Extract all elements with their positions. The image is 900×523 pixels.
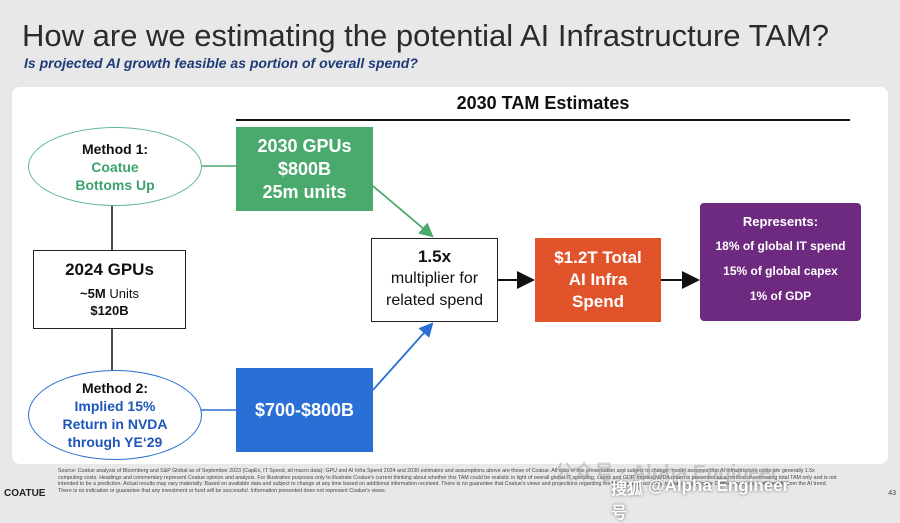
gpu2024-title: 2024 GPUs bbox=[65, 260, 154, 279]
total-line2: AI Infra bbox=[568, 270, 628, 289]
total-spend-box: $1.2T Total AI Infra Spend bbox=[535, 238, 661, 322]
total-line1: $1.2T Total bbox=[554, 248, 642, 267]
gpu2030-box: 2030 GPUs $800B 25m units bbox=[236, 127, 373, 211]
connector-lines bbox=[111, 165, 700, 411]
tam-estimates-header: 2030 TAM Estimates bbox=[456, 93, 630, 113]
method2-title: Method 2: bbox=[81, 380, 149, 396]
gpu2024-units-number: ~5M bbox=[80, 286, 106, 301]
represents-item-capex: 15% of global capex bbox=[723, 264, 838, 278]
method1-oval: Method 1: Coatue Bottoms Up bbox=[28, 127, 202, 206]
method2-line3: through YE‘29 bbox=[67, 434, 163, 450]
multiplier-value: 1.5x bbox=[417, 247, 452, 266]
watermark-text: @Alpha Engineer bbox=[648, 476, 790, 495]
tam-header-underline bbox=[236, 119, 850, 121]
represents-item-gdp: 1% of GDP bbox=[749, 289, 812, 303]
page-number: 43 bbox=[888, 490, 896, 497]
multiplier-line2: related spend bbox=[386, 292, 483, 309]
blue-to-multiplier-arrow bbox=[372, 322, 434, 391]
method2-oval: Method 2: Implied 15% Return in NVDA thr… bbox=[28, 370, 202, 460]
gpu2024-units-word: Units bbox=[109, 286, 139, 301]
brand-logo: COATUE bbox=[4, 488, 46, 499]
total-line3: Spend bbox=[572, 292, 624, 311]
page-subtitle: Is projected AI growth feasible as porti… bbox=[24, 55, 418, 71]
method2-value-box: $700-$800B bbox=[236, 368, 373, 452]
method2-value: $700-$800B bbox=[254, 399, 355, 420]
watermark-faint-text: 公众号 · Alpha Engineer bbox=[554, 462, 779, 484]
method1-title: Method 1: bbox=[81, 140, 149, 157]
method1-line1: Coatue bbox=[91, 158, 139, 175]
gpu2024-units: ~5M Units bbox=[34, 286, 185, 301]
method2-line1: Implied 15% bbox=[74, 398, 156, 414]
gpu2024-price: $120B bbox=[90, 303, 129, 318]
page-title: How are we estimating the potential AI I… bbox=[22, 18, 829, 53]
gpu2030-units: 25m units bbox=[262, 182, 347, 202]
method2-line2: Return in NVDA bbox=[62, 416, 168, 432]
source-footnote: Source: Coatue analysis of Bloomberg and… bbox=[58, 468, 837, 494]
multiplier-line1: multiplier for bbox=[390, 270, 479, 287]
gpu2024-box: 2024 GPUs ~5M Units $120B bbox=[33, 250, 186, 329]
method1-line2: Bottoms Up bbox=[75, 176, 155, 193]
green-to-multiplier-arrow bbox=[372, 185, 434, 238]
represents-title: Represents: bbox=[742, 214, 819, 229]
represents-box: Represents: 18% of global IT spend 15% o… bbox=[700, 203, 861, 321]
watermark-logo: 搜狐号 bbox=[611, 481, 644, 522]
gpu2030-title: 2030 GPUs bbox=[257, 136, 352, 156]
multiplier-box: 1.5x multiplier for related spend bbox=[371, 238, 498, 322]
represents-item-it-spend: 18% of global IT spend bbox=[715, 239, 846, 253]
gpu2030-value: $800B bbox=[277, 159, 332, 179]
